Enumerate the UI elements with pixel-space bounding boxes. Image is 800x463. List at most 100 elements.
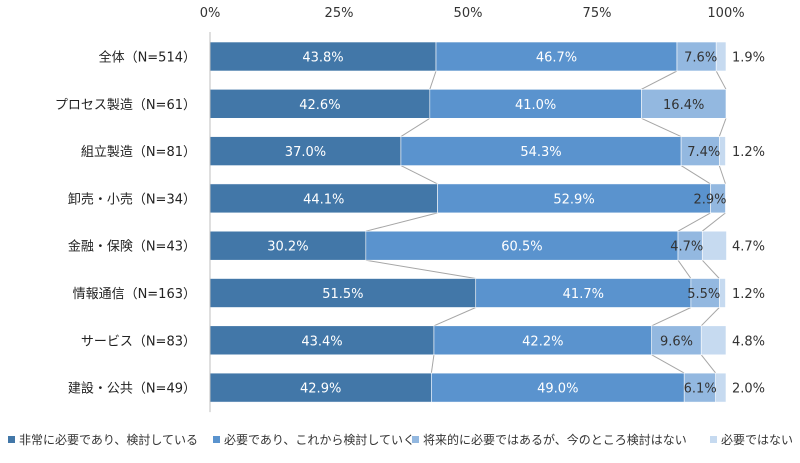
connector-line — [651, 307, 692, 327]
connector-line — [430, 354, 435, 374]
bar-segment — [433, 325, 652, 356]
category-label: 建設・公共（N=49） — [68, 381, 196, 397]
category-label: 組立製造（N=81） — [81, 145, 196, 160]
category-label: 情報通信（N=163） — [73, 287, 196, 302]
data-label: 7.6% — [684, 51, 717, 66]
legend: 非常に必要であり、検討している 必要であり、これから検討していく 将来的に必要ではあ… — [8, 432, 793, 447]
x-tick-label: 100% — [707, 6, 744, 21]
bar-segment — [718, 278, 726, 308]
bar-segment — [209, 183, 438, 214]
bar-segment — [676, 41, 717, 72]
bar-segment — [715, 372, 727, 403]
bar-segment — [718, 136, 726, 166]
category-label: 金融・保険（N=43） — [68, 239, 196, 255]
legend-label: 非常に必要であり、検討している — [19, 432, 198, 447]
data-label: 37.0% — [285, 145, 326, 160]
bar-segment — [680, 136, 720, 166]
data-label: 7.4% — [687, 145, 720, 160]
data-label: 6.1% — [684, 382, 717, 397]
connector-line — [677, 259, 692, 279]
data-label: 60.5% — [501, 240, 542, 255]
bar-segment — [701, 230, 727, 261]
data-label: 42.6% — [299, 98, 340, 113]
category-label: 全体（N=514） — [99, 50, 196, 66]
bar-segment — [641, 89, 727, 119]
bars — [209, 41, 727, 403]
x-tick-label: 75% — [583, 6, 612, 21]
bar-segment — [209, 278, 477, 308]
data-label: 42.9% — [300, 382, 341, 397]
data-label: 44.1% — [303, 192, 344, 207]
x-tick-label: 50% — [454, 6, 483, 21]
data-labels: 43.8% 46.7% 7.6% 1.9% 42.6% 41.0% 16.4% 37.0% 54… — [267, 51, 765, 397]
category-label: プロセス製造（N=61） — [55, 98, 196, 113]
connector-line — [700, 307, 720, 327]
legend-swatch — [412, 436, 419, 443]
data-label: 4.8% — [732, 334, 765, 349]
connector-line — [429, 70, 437, 90]
data-label: 51.5% — [322, 287, 363, 302]
bar-segment — [715, 41, 727, 72]
data-label: 54.3% — [520, 145, 561, 160]
connector-line — [400, 165, 438, 185]
connector-line — [641, 70, 678, 90]
bar-segment — [209, 89, 431, 119]
data-label: 52.9% — [553, 192, 594, 207]
legend-swatch — [8, 436, 15, 443]
connector-line — [718, 165, 726, 185]
connector-line — [651, 354, 685, 374]
connector-line — [641, 117, 682, 138]
bar-segment — [209, 372, 432, 403]
data-label: 4.7% — [670, 240, 703, 255]
connector-lines — [365, 70, 727, 374]
data-label: 41.7% — [563, 287, 604, 302]
bar-segment — [710, 183, 726, 214]
connector-line — [680, 165, 711, 185]
legend-swatch — [710, 436, 717, 443]
data-label: 2.0% — [732, 382, 765, 397]
x-tick-label: 25% — [325, 6, 354, 21]
bar-segment — [400, 136, 682, 166]
data-label: 43.4% — [301, 334, 342, 349]
category-label: 卸売・小売（N=34） — [68, 191, 196, 207]
connector-line — [718, 118, 727, 137]
data-label: 41.0% — [515, 98, 556, 113]
data-label: 16.4% — [663, 98, 704, 113]
data-label: 43.8% — [302, 51, 343, 66]
data-label: 1.9% — [732, 51, 765, 66]
data-label: 1.2% — [732, 287, 765, 302]
bar-segment — [677, 230, 703, 261]
data-label: 30.2% — [267, 240, 308, 255]
data-label: 2.9% — [693, 192, 726, 207]
data-label: 46.7% — [536, 51, 577, 66]
x-tick-label: 0% — [200, 6, 221, 21]
data-label: 1.2% — [732, 145, 765, 160]
data-label: 42.2% — [522, 334, 563, 349]
connector-line — [400, 117, 431, 138]
legend-label: 必要であり、これから検討していく — [224, 432, 415, 447]
bar-segment — [475, 278, 692, 308]
bar-segment — [437, 183, 711, 214]
data-label: 49.0% — [537, 382, 578, 397]
connector-line — [677, 212, 711, 232]
connector-line — [700, 354, 717, 374]
data-label: 9.6% — [660, 334, 693, 349]
data-label: 4.7% — [732, 240, 765, 255]
bar-segment — [431, 372, 685, 403]
x-axis-ticks: 0% 25% 50% 75% 100% — [200, 6, 745, 21]
connector-line — [701, 259, 720, 279]
category-labels: 全体（N=514） プロセス製造（N=61） 組立製造（N=81） 卸売・小売（N=3… — [55, 50, 196, 397]
legend-swatch — [213, 436, 220, 443]
connector-line — [365, 259, 476, 279]
connector-line — [701, 212, 726, 232]
bar-segment — [429, 89, 642, 119]
legend-label: 必要ではない — [721, 433, 793, 447]
bar-segment — [365, 230, 679, 261]
category-label: サービス（N=83） — [81, 334, 196, 349]
bar-segment — [651, 325, 702, 356]
connector-line — [433, 307, 476, 327]
legend-label: 将来的に必要ではあるが、今のところ検討はない — [423, 432, 687, 447]
bar-segment — [683, 372, 716, 403]
bar-segment — [690, 278, 720, 308]
